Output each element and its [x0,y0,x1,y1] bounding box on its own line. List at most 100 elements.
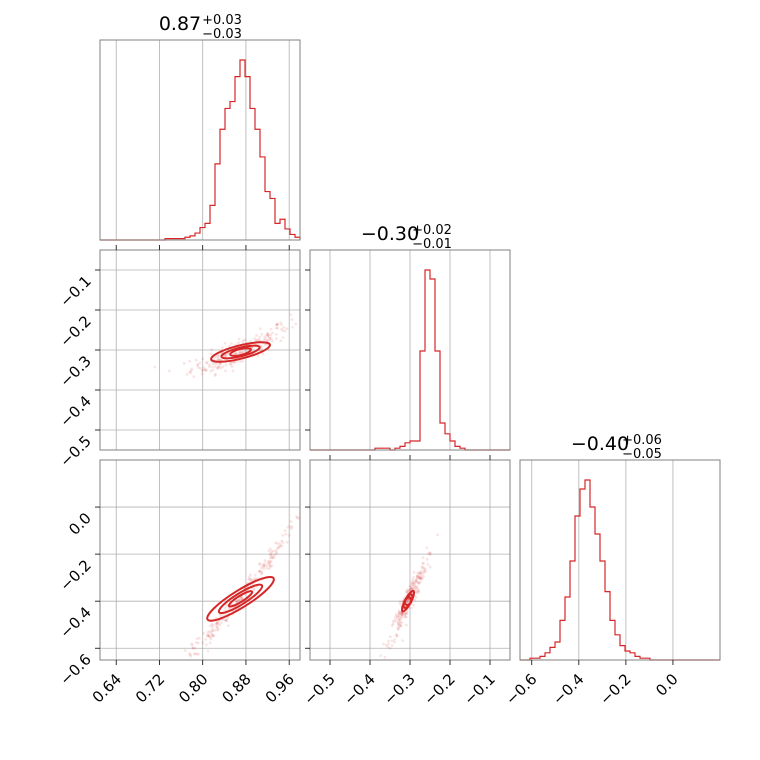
scatter-point [275,323,278,327]
contour-level-2 [227,590,254,608]
scatter-point [420,574,423,577]
scatter-point [253,573,257,577]
scatter-point [241,359,245,363]
scatter-point [223,618,226,622]
scatter-point [252,587,256,591]
scatter-point [215,620,219,624]
scatter-point [386,645,390,649]
scatter-point [414,578,418,581]
scatter-point [295,516,299,520]
x-tick-label-1: −0.4 [549,670,587,708]
scatter-point [189,653,192,657]
scatter-point [272,553,276,557]
scatter-point [289,527,293,531]
scatter-point [188,652,191,656]
scatter-point [425,546,429,550]
scatter-point [409,587,413,591]
scatter-point [224,354,228,358]
histogram-0 [100,59,301,241]
scatter-point [167,369,171,373]
scatter-point [279,321,283,325]
scatter-point [188,359,192,363]
scatter-point [426,563,430,566]
scatter-point [211,634,215,638]
scatter-point [267,559,271,563]
scatter-point [238,598,242,602]
scatter-point [223,606,227,610]
scatter-point [260,571,264,575]
scatter-point [390,644,394,647]
scatter-point [419,580,422,584]
scatter-point [276,322,280,326]
x-tick-label-1: −0.4 [340,670,378,708]
scatter-point [210,348,214,352]
scatter-point [258,569,261,573]
scatter-point [417,582,421,585]
scatter-point [395,634,399,638]
hist-panel-0: 0.87 +0.03−0.03 [99,13,301,241]
scatter-point [255,333,258,337]
scatter-point [258,335,262,339]
scatter-point [190,642,194,646]
scatter-point [241,350,245,354]
scatter-point [405,600,409,604]
scatter-point [417,581,421,585]
scatter-point [404,623,408,627]
y-tick-label-1: −0.4 [56,603,94,641]
scatter-point [252,346,255,350]
scatter-point [205,361,208,365]
scatter-point [256,338,259,341]
scatter-point [213,628,217,632]
scatter-point [409,585,413,589]
scatter-point [266,331,270,335]
scatter-point [215,622,219,626]
scatter-point [285,327,289,331]
scatter-point [213,365,217,368]
scatter-point [405,611,408,615]
scatter-point [215,622,219,625]
scatter-point [247,575,251,579]
scatter-point [220,346,224,350]
scatter-point [408,584,412,588]
scatter-point [204,638,208,641]
scatter-point [398,615,402,619]
scatter-point [257,338,261,342]
scatter-point [419,571,422,575]
scatter-point [414,579,418,583]
scatter-point [396,614,400,618]
scatter-point [276,322,279,326]
scatter-point [225,603,228,607]
scatter-point [387,639,390,643]
scatter-point [216,622,220,625]
scatter-point [189,371,192,375]
scatter-point [282,325,286,329]
scatter-point [275,326,279,330]
scatter-point [217,354,221,358]
scatter-point [274,541,278,545]
scatter-point [412,580,416,583]
scatter-point [197,636,201,640]
x-tick-label-2: −0.2 [596,670,634,708]
scatter-point [419,572,423,575]
scatter-point [289,313,293,317]
scatter-point [396,628,400,631]
scatter-point [258,563,262,566]
scatter-point [271,339,274,343]
contours [206,575,275,622]
scatter-point [261,352,265,356]
title-plus-2: +0.06 [622,433,662,448]
scatter-point [268,565,272,568]
scatter-point [418,575,422,579]
scatter-point [398,611,402,615]
inner-ticks-2-1 [329,455,491,460]
scatter-point [209,631,213,635]
scatter-point [274,333,278,336]
scatter-point [208,363,211,367]
scatter-point [415,591,419,594]
scatter-point [196,363,200,366]
scatter-point [284,532,288,536]
scatter-point [207,634,211,638]
scatter-point [281,541,285,544]
scatter-point [415,584,418,588]
